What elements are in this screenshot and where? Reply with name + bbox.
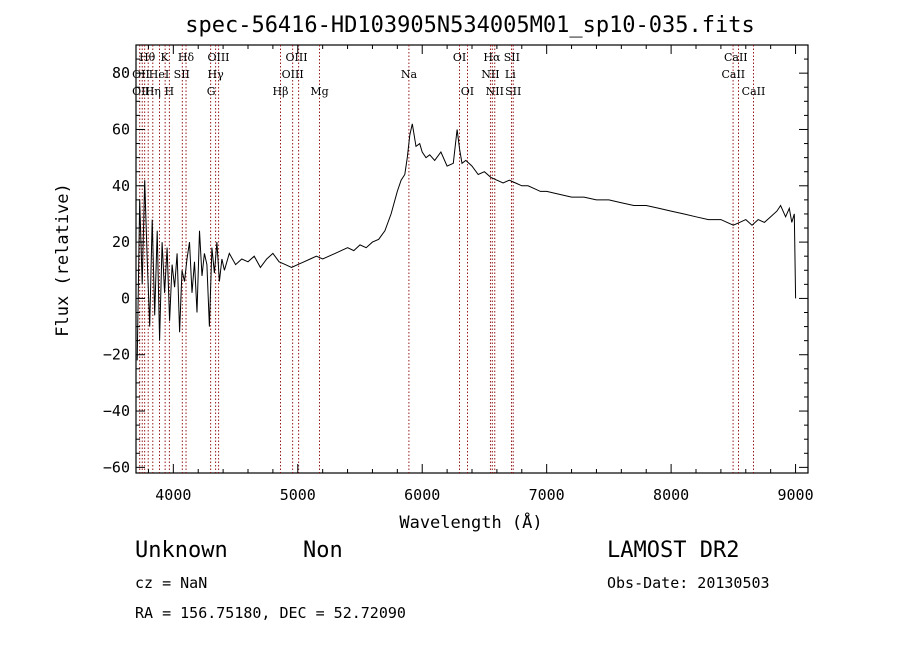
- spectral-line-label: Hθ: [139, 51, 156, 64]
- spectral-line-label: H: [165, 85, 175, 98]
- x-axis-ticks: 4000 5000 6000 7000 8000 9000: [147, 45, 814, 504]
- spectral-line-label: Mg: [310, 85, 328, 98]
- obs-date-label: Obs-Date: 20130503: [607, 574, 770, 592]
- spectral-line-label: OII: [132, 85, 150, 98]
- spectral-line-label: OIII: [286, 51, 308, 64]
- spectral-line-label: CaII: [742, 85, 766, 98]
- spectral-line-label: Hγ: [208, 68, 225, 81]
- spectral-line-label: Li: [505, 68, 516, 81]
- x-tick-label: 5000: [280, 486, 316, 504]
- spectral-line-label: Na: [401, 68, 418, 81]
- spectral-line-label: SII: [504, 51, 520, 64]
- x-tick-label: 7000: [529, 486, 565, 504]
- spectral-line-label: HeI: [149, 68, 169, 81]
- y-tick-label: −20: [103, 346, 130, 364]
- x-axis-label: Wavelength (Å): [399, 511, 542, 533]
- y-tick-label: −40: [103, 402, 130, 420]
- spectral-line-label: K: [161, 51, 170, 64]
- spectral-line-label: NII: [481, 68, 499, 81]
- x-tick-label: 8000: [653, 486, 689, 504]
- y-tick-label: 40: [112, 177, 130, 195]
- spectral-line-label: OIII: [207, 51, 229, 64]
- spectral-line-label: Hβ: [273, 85, 289, 98]
- spectral-line-label: Hη: [145, 85, 161, 98]
- spectral-line-label: NII: [486, 85, 504, 98]
- spectral-line-label: SII: [505, 85, 521, 98]
- cz-label: cz = NaN: [135, 574, 208, 592]
- y-tick-label: 0: [121, 289, 130, 307]
- plot-frame: [135, 44, 809, 474]
- coordinates-label: RA = 156.75180, DEC = 52.72090: [135, 604, 406, 622]
- y-axis-ticks: −60 −40 −20 0 20 40 60 80: [103, 44, 808, 476]
- spectral-line-label: Hδ: [178, 51, 195, 64]
- chart-title: spec-56416-HD103905N534005M01_sp10-035.f…: [185, 13, 755, 38]
- x-tick-label: 4000: [155, 486, 191, 504]
- spectral-line-label: G: [207, 85, 216, 98]
- class-label: Unknown: [135, 538, 228, 563]
- spectral-line-label: Hα: [483, 51, 501, 64]
- spectral-line-label: CaII: [721, 68, 745, 81]
- x-tick-label: 6000: [404, 486, 440, 504]
- spectral-line-label: OIII: [282, 68, 304, 81]
- y-tick-label: 20: [112, 233, 130, 251]
- y-axis-label: Flux (relative): [53, 183, 73, 337]
- spectral-line-label: OI: [461, 85, 474, 98]
- spectral-line-label: SII: [174, 68, 190, 81]
- y-tick-label: −60: [103, 458, 130, 476]
- spectral-line-label: OII: [132, 68, 150, 81]
- survey-label: LAMOST DR2: [607, 538, 740, 563]
- x-tick-label: 9000: [777, 486, 813, 504]
- spectral-line-label: OI: [453, 51, 466, 64]
- y-tick-label: 60: [112, 120, 130, 138]
- subclass-label: Non: [303, 538, 343, 563]
- flux-series-line: [136, 123, 797, 361]
- spectral-line-label: CaII: [724, 51, 748, 64]
- y-tick-label: 80: [112, 64, 130, 82]
- spectral-line-markers: [139, 45, 754, 473]
